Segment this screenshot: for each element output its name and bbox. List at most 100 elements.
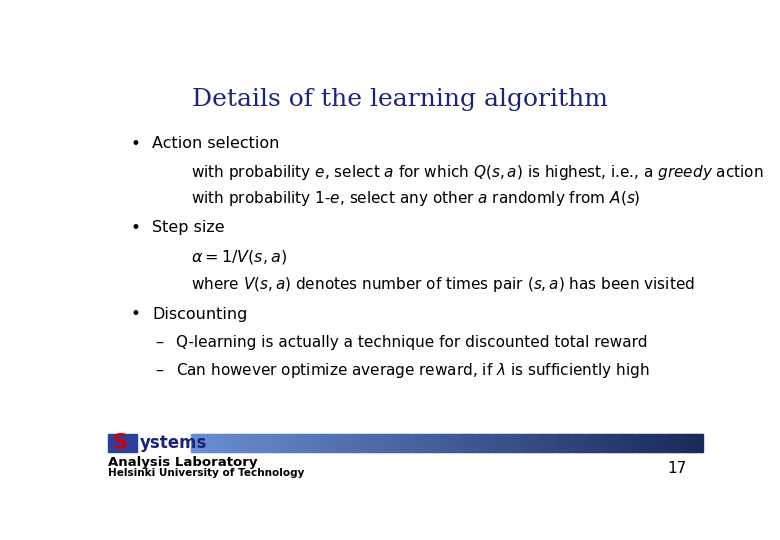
- Bar: [334, 435, 336, 452]
- Bar: [348, 435, 350, 452]
- Bar: [509, 435, 512, 452]
- Bar: [443, 435, 445, 452]
- Bar: [375, 435, 378, 452]
- Bar: [349, 435, 352, 452]
- Bar: [239, 435, 241, 452]
- Bar: [225, 435, 228, 452]
- Bar: [417, 435, 420, 452]
- Text: Discounting: Discounting: [152, 307, 247, 322]
- Bar: [573, 435, 575, 452]
- Bar: [559, 435, 562, 452]
- Bar: [630, 435, 633, 452]
- Bar: [271, 435, 274, 452]
- Bar: [254, 435, 257, 452]
- Bar: [421, 435, 424, 452]
- Bar: [283, 435, 285, 452]
- Text: 17: 17: [668, 461, 687, 476]
- Bar: [584, 435, 587, 452]
- Bar: [218, 435, 221, 452]
- Bar: [404, 435, 406, 452]
- Bar: [194, 435, 197, 452]
- Bar: [523, 435, 526, 452]
- Bar: [367, 435, 369, 452]
- Bar: [363, 435, 366, 452]
- Bar: [627, 435, 629, 452]
- Bar: [460, 435, 463, 452]
- Bar: [286, 435, 289, 452]
- Bar: [534, 435, 536, 452]
- Bar: [426, 435, 428, 452]
- Bar: [466, 435, 468, 452]
- Bar: [391, 435, 392, 452]
- Bar: [394, 435, 396, 452]
- Bar: [264, 435, 267, 452]
- Bar: [447, 435, 449, 452]
- Bar: [649, 435, 651, 452]
- Bar: [576, 435, 578, 452]
- Bar: [237, 435, 239, 452]
- Bar: [378, 435, 381, 452]
- Bar: [542, 435, 544, 452]
- Bar: [406, 435, 408, 452]
- Bar: [597, 435, 599, 452]
- Bar: [506, 435, 509, 452]
- Text: –: –: [155, 363, 163, 378]
- Bar: [261, 435, 264, 452]
- Bar: [410, 435, 411, 452]
- Bar: [191, 435, 193, 452]
- Bar: [505, 435, 507, 452]
- Bar: [257, 435, 260, 452]
- Bar: [644, 435, 647, 452]
- Bar: [243, 435, 245, 452]
- Bar: [613, 435, 615, 452]
- Bar: [545, 435, 548, 452]
- Bar: [314, 435, 316, 452]
- Bar: [692, 435, 694, 452]
- Bar: [445, 435, 447, 452]
- Bar: [275, 435, 277, 452]
- Bar: [440, 435, 442, 452]
- Bar: [503, 435, 505, 452]
- Bar: [580, 435, 582, 452]
- Bar: [486, 435, 488, 452]
- Bar: [268, 435, 270, 452]
- Bar: [246, 435, 248, 452]
- Bar: [480, 435, 483, 452]
- Bar: [670, 435, 672, 452]
- Bar: [240, 435, 243, 452]
- Bar: [234, 435, 236, 452]
- Bar: [424, 435, 427, 452]
- Bar: [342, 435, 345, 452]
- Bar: [617, 435, 619, 452]
- Bar: [663, 435, 665, 452]
- Bar: [266, 435, 268, 452]
- Bar: [488, 435, 490, 452]
- Bar: [554, 435, 556, 452]
- Bar: [601, 435, 604, 452]
- Bar: [380, 435, 382, 452]
- Bar: [690, 435, 693, 452]
- Bar: [675, 435, 677, 452]
- Bar: [615, 435, 618, 452]
- Bar: [568, 435, 570, 452]
- Bar: [382, 435, 385, 452]
- Bar: [519, 435, 522, 452]
- Bar: [607, 435, 609, 452]
- Bar: [457, 435, 459, 452]
- Bar: [477, 435, 480, 452]
- Bar: [387, 435, 389, 452]
- Bar: [459, 435, 461, 452]
- Bar: [552, 435, 555, 452]
- Bar: [428, 435, 431, 452]
- Bar: [361, 435, 363, 452]
- Bar: [328, 435, 330, 452]
- Bar: [431, 435, 434, 452]
- Bar: [282, 435, 284, 452]
- Bar: [452, 435, 454, 452]
- Bar: [484, 435, 487, 452]
- Bar: [249, 435, 251, 452]
- Bar: [676, 435, 679, 452]
- Bar: [285, 435, 287, 452]
- Bar: [571, 435, 573, 452]
- Bar: [276, 435, 278, 452]
